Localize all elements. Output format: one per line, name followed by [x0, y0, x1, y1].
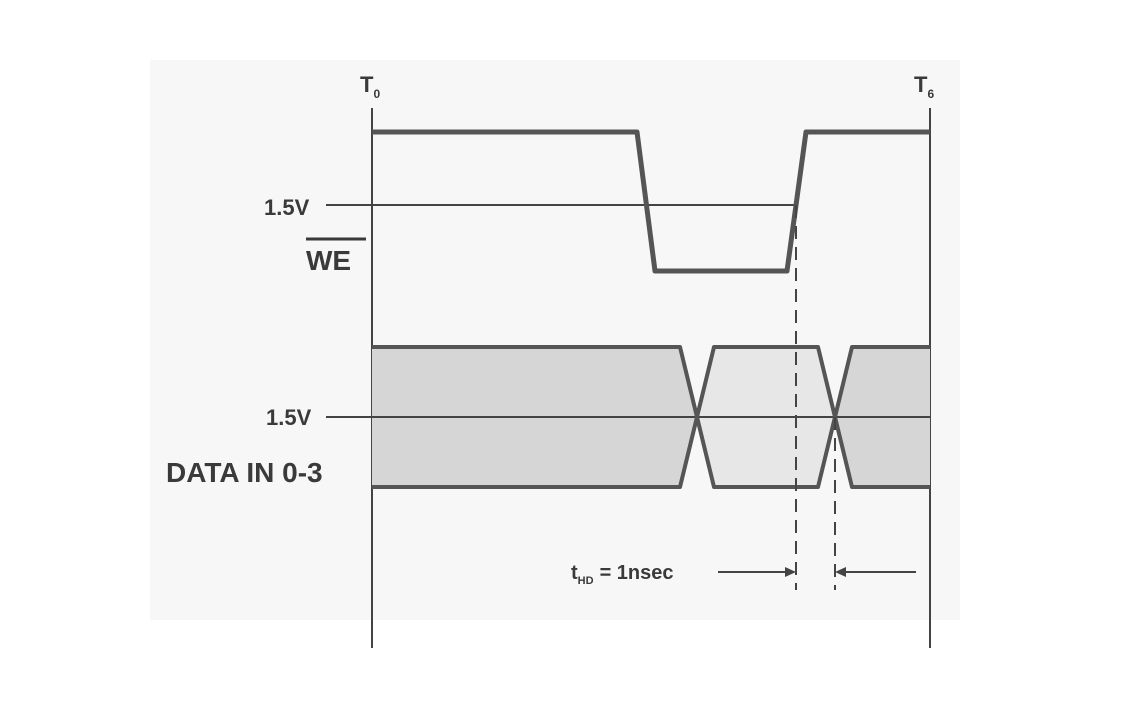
hold-time-arrow-left-head: [785, 567, 796, 577]
data-signal-label: DATA IN 0-3: [166, 457, 323, 488]
t6-label: T6: [914, 72, 934, 101]
data-threshold-label: 1.5V: [266, 405, 312, 430]
scan-background: [150, 60, 960, 620]
we-threshold-label: 1.5V: [264, 195, 310, 220]
we-waveform: [372, 129, 930, 274]
we-signal-label: WE: [306, 245, 351, 276]
data-waveform: [372, 345, 930, 489]
t0-label: T0: [360, 72, 380, 101]
hold-time-arrow-right-head: [835, 567, 846, 577]
hold-time-label: tHD = 1nsec: [571, 562, 674, 587]
